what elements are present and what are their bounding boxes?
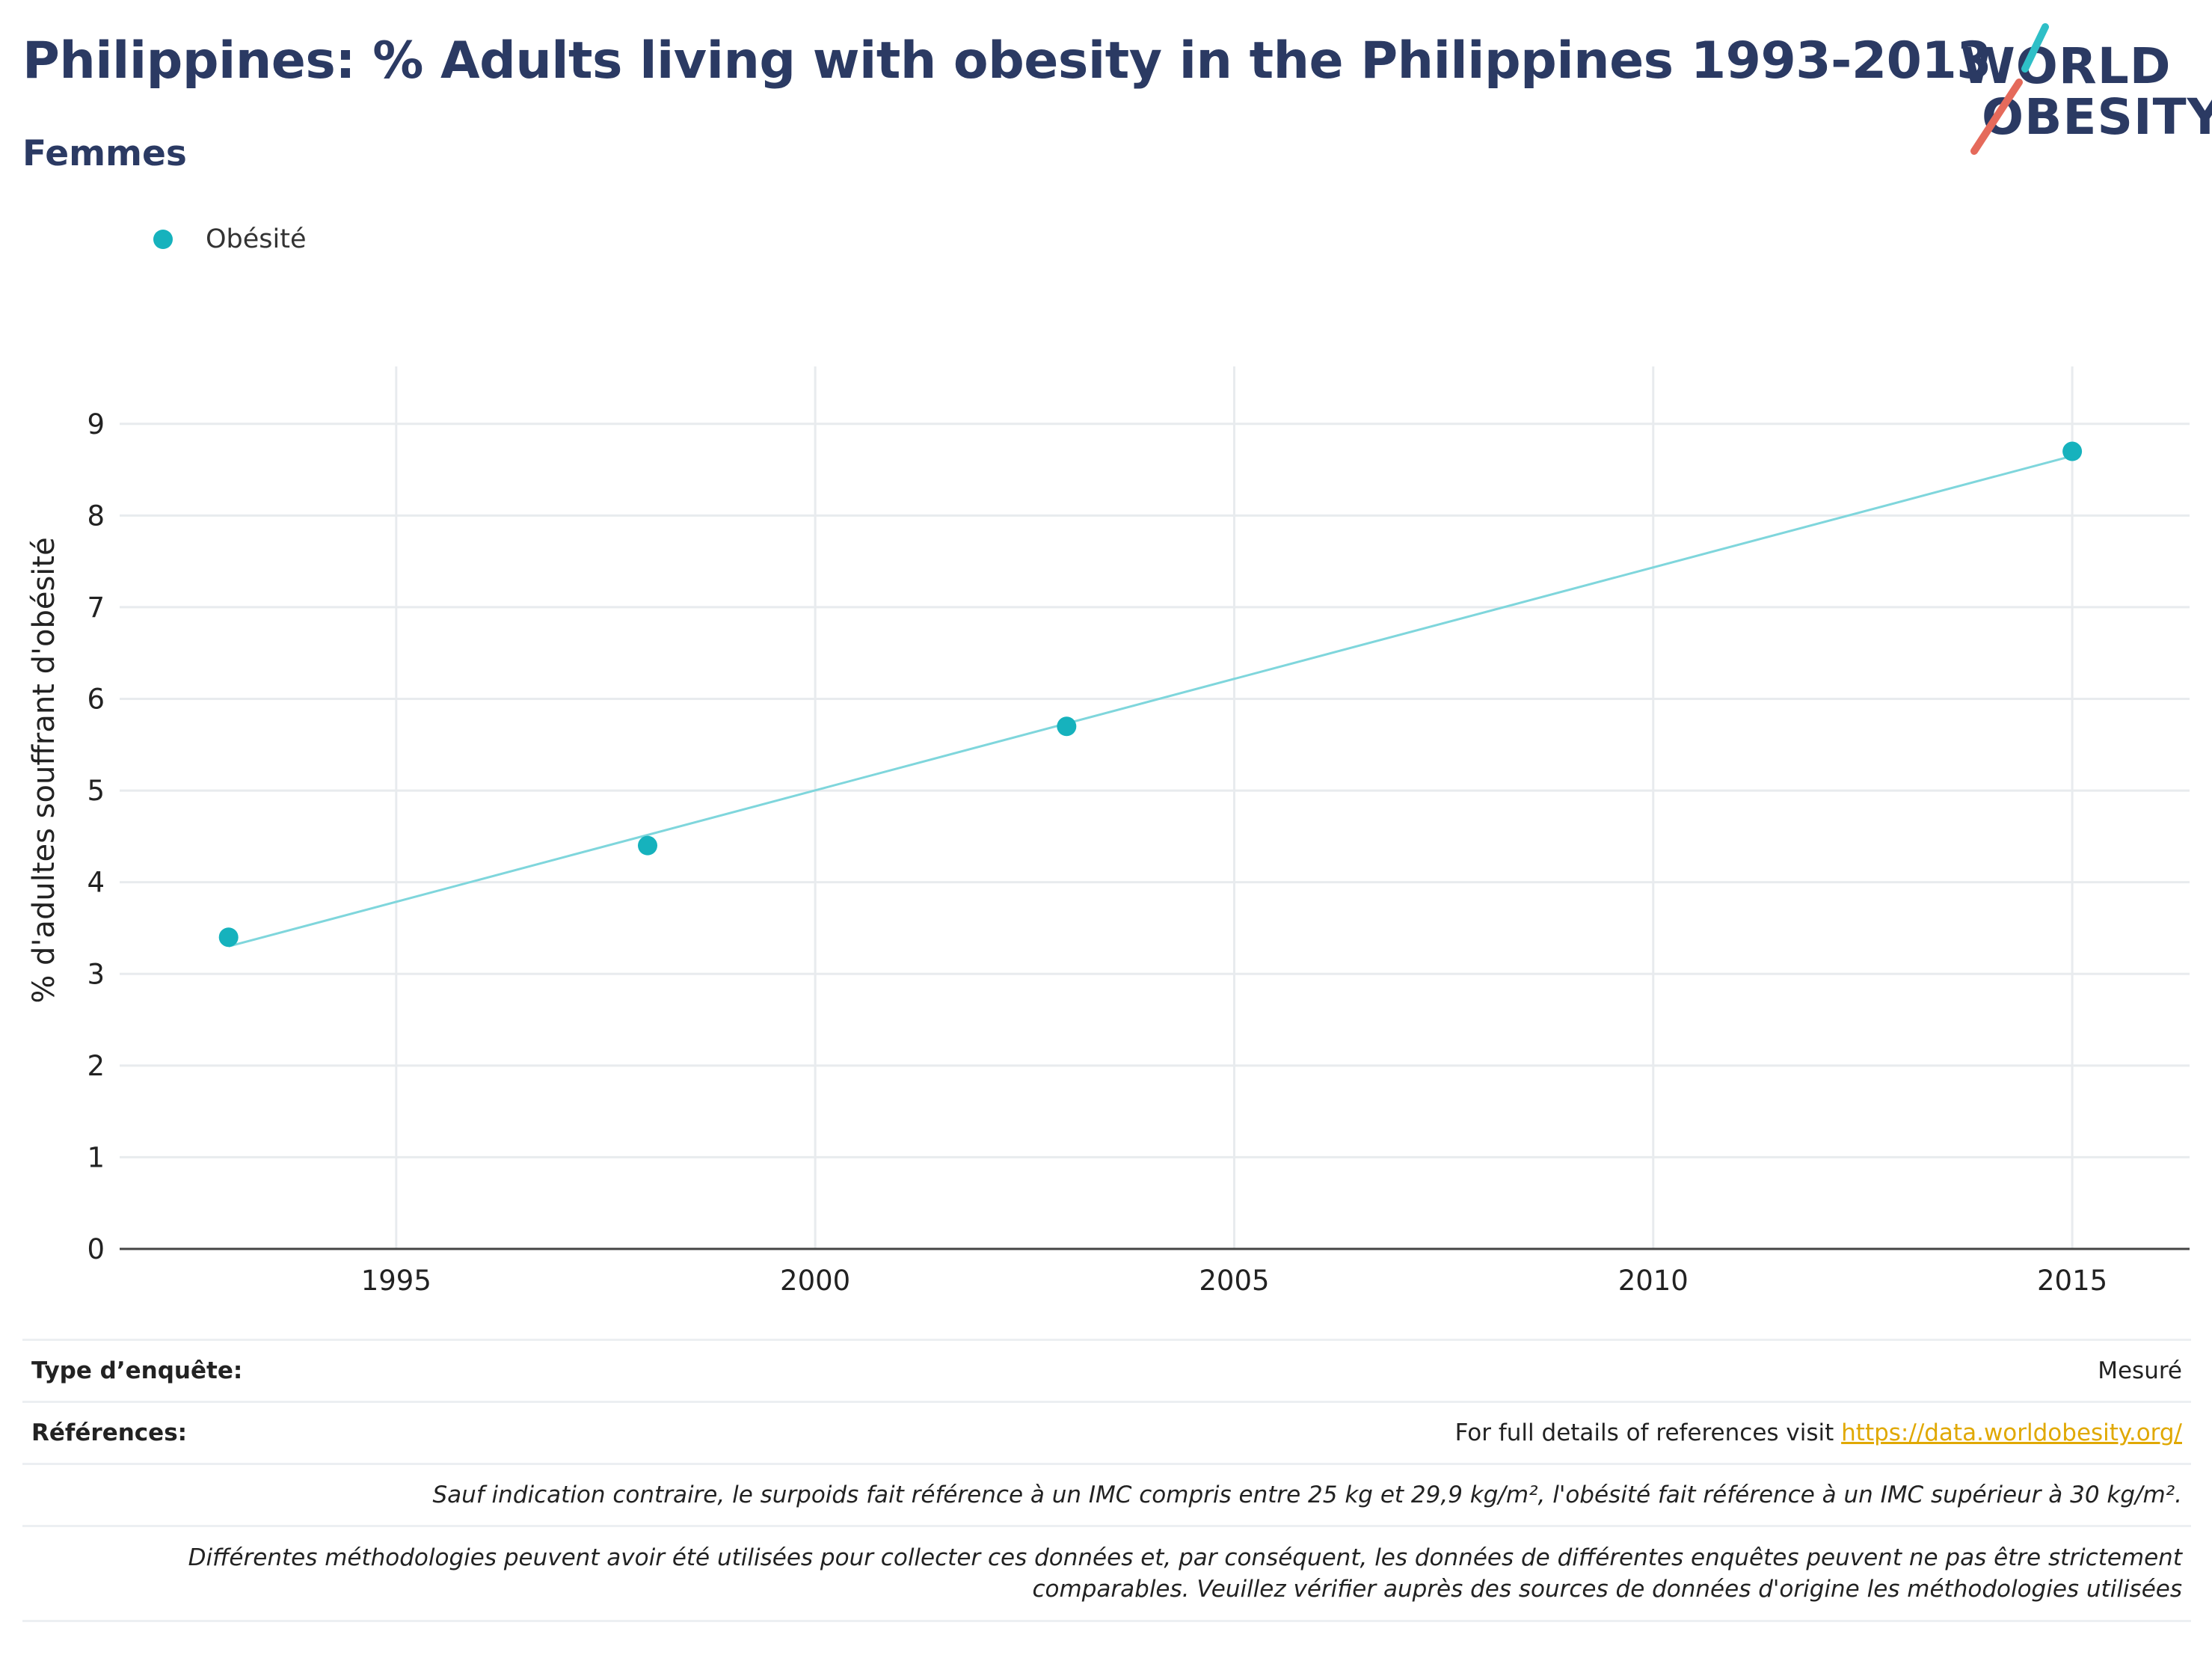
- chart-title: Philippines: % Adults living with obesit…: [22, 31, 1992, 90]
- legend-label: Obésité: [206, 224, 307, 254]
- data-point: [638, 835, 658, 856]
- x-tick-label: 2010: [1618, 1265, 1689, 1294]
- line-chart: 0 1 2 3 4 5 6 7 8 9 1995 2000 2005 2010 2015 % d'adulte…: [27, 366, 2190, 1294]
- y-tick-label: 1: [87, 1141, 105, 1173]
- x-tick-label: 2015: [2037, 1265, 2107, 1294]
- data-point: [2062, 441, 2083, 461]
- note-definition: Sauf indication contraire, le surpoids f…: [432, 1481, 2182, 1508]
- logo-word-obesity: OBESITY: [1982, 88, 2212, 146]
- references-label: Références:: [31, 1419, 188, 1446]
- survey-type-value: Mesuré: [2098, 1357, 2182, 1384]
- y-tick-label: 4: [87, 867, 105, 899]
- references-text: For full details of references visit: [1454, 1419, 1842, 1446]
- x-tick-label: 2000: [780, 1265, 850, 1294]
- y-tick-label: 2: [87, 1050, 105, 1082]
- y-tick-label: 3: [87, 958, 105, 990]
- data-point: [218, 927, 239, 948]
- legend[interactable]: Obésité: [153, 224, 307, 254]
- references-link[interactable]: https://data.worldobesity.org/: [1841, 1419, 2182, 1446]
- x-tick-label: 1995: [361, 1265, 431, 1294]
- note-methodology-line1: Différentes méthodologies peuvent avoir …: [188, 1544, 2182, 1571]
- note-methodology-row: Différentes méthodologies peuvent avoir …: [22, 1525, 2191, 1622]
- references-row: Références: For full details of referenc…: [22, 1401, 2191, 1463]
- chart-footer: Type d’enquête: Mesuré Références: For f…: [22, 1339, 2191, 1622]
- world-obesity-logo: WORLD OBESITY: [1952, 22, 2212, 157]
- y-tick-label: 7: [87, 592, 105, 624]
- note-methodology: Différentes méthodologies peuvent avoir …: [31, 1542, 2182, 1605]
- x-tick-label: 2005: [1199, 1265, 1269, 1294]
- y-tick-label: 0: [87, 1233, 105, 1265]
- trend-line: [228, 455, 2073, 948]
- logo-slash-icon: [1970, 23, 2049, 155]
- logo-word-world: WORLD: [1961, 37, 2172, 95]
- chart-subtitle: Femmes: [22, 133, 187, 174]
- note-methodology-line2: comparables. Veuillez vérifier auprès de…: [1032, 1576, 2182, 1603]
- y-tick-label: 9: [87, 408, 105, 440]
- note-definition-row: Sauf indication contraire, le surpoids f…: [22, 1463, 2191, 1525]
- data-point: [1057, 716, 1077, 737]
- references-text-wrap: For full details of references visit htt…: [1455, 1419, 2182, 1446]
- y-tick-label: 5: [87, 775, 105, 807]
- survey-type-label: Type d’enquête:: [31, 1357, 243, 1384]
- y-tick-label: 8: [87, 500, 105, 532]
- y-tick-label: 6: [87, 684, 105, 716]
- survey-type-row: Type d’enquête: Mesuré: [22, 1339, 2191, 1401]
- legend-marker: [153, 230, 173, 249]
- y-axis-title: % d'adultes souffrant d'obésité: [27, 537, 61, 1003]
